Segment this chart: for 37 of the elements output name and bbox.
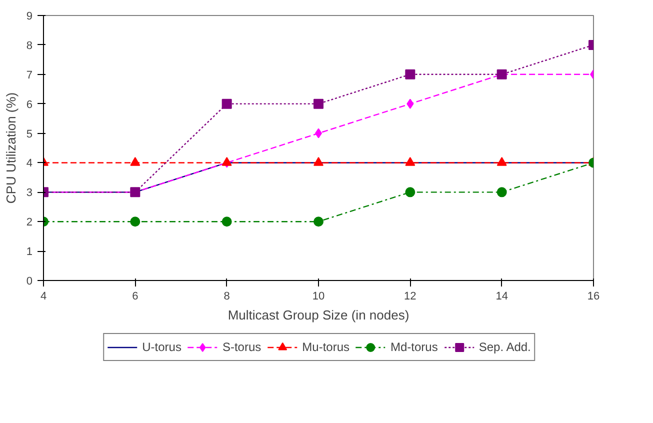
y-tick-label: 7	[26, 69, 33, 82]
x-tick-label: 4	[40, 290, 47, 302]
x-tick-label: 16	[587, 290, 600, 302]
y-tick-label: 1	[26, 246, 33, 258]
point	[222, 98, 232, 109]
point	[130, 216, 140, 227]
point	[314, 98, 324, 109]
y-tick-label: 4	[26, 158, 33, 170]
x-tick-label: 14	[496, 290, 508, 302]
y-tick-label: 5	[26, 128, 33, 140]
x-tick-label: 12	[404, 290, 416, 302]
x-tick-label: 8	[224, 290, 230, 302]
point	[405, 157, 416, 166]
x-tick-label: 10	[312, 290, 325, 302]
legend-label: Sep. Add.	[478, 340, 531, 354]
y-tick-label: 2	[26, 216, 33, 229]
y-tick-label: 3	[26, 187, 33, 200]
legend-label: S-torus	[222, 340, 262, 354]
point	[405, 69, 416, 80]
point	[222, 216, 232, 227]
point	[496, 187, 507, 198]
point	[496, 157, 507, 166]
y-tick-label: 9	[26, 10, 33, 22]
y-tick-label: 8	[26, 40, 33, 52]
point	[405, 187, 416, 198]
x-tick-label: 6	[132, 290, 138, 302]
point	[130, 157, 140, 166]
legend-label: Mu-torus	[302, 340, 350, 354]
x-axis-title: Multicast Group Size (in nodes)	[228, 308, 410, 322]
legend-label: U-torus	[142, 340, 182, 354]
point	[406, 98, 414, 109]
point	[314, 157, 324, 166]
y-tick-label: 6	[26, 98, 33, 111]
legend-label: Md-torus	[390, 340, 438, 354]
y-tick-label: 0	[26, 276, 33, 288]
point	[314, 216, 324, 227]
y-axis-title: CPU Utilization (%)	[3, 92, 18, 204]
